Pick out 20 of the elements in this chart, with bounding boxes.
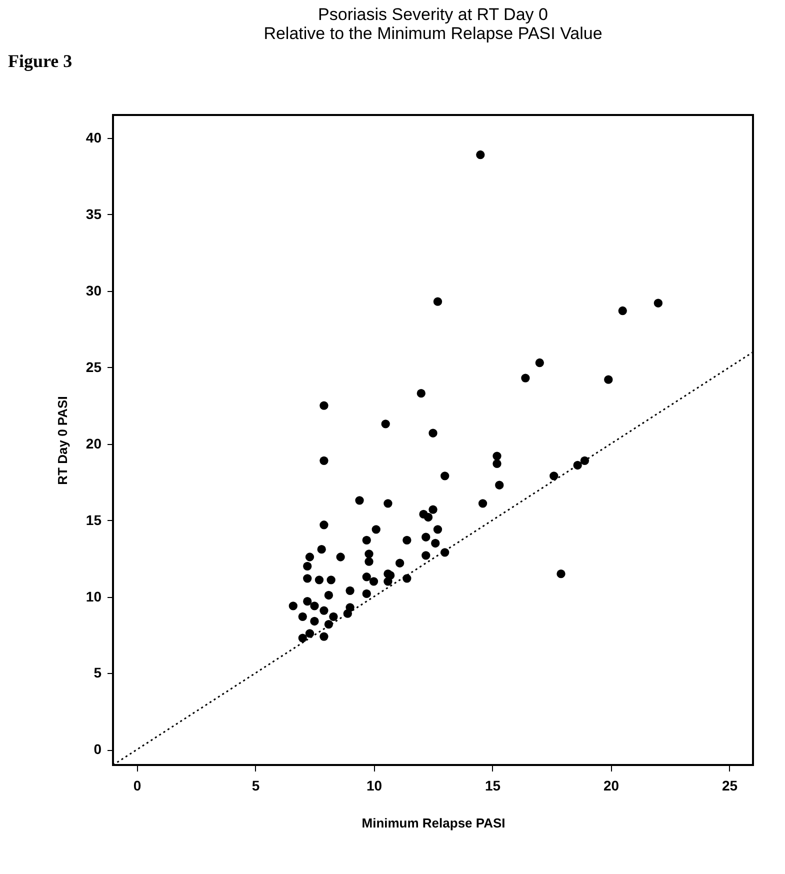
y-tick-label: 0 xyxy=(94,741,102,758)
caption: Figure 3 xyxy=(8,51,72,71)
text: Relative to the Minimum Relapse PASI Value xyxy=(264,24,602,43)
y-tick-label: 35 xyxy=(86,206,102,222)
x-tick-label: 0 xyxy=(133,778,142,794)
y-tick-label: 25 xyxy=(86,358,102,375)
y-tick-label: 30 xyxy=(86,282,102,298)
y-tick-label: 10 xyxy=(86,588,102,604)
x-tick-label: 20 xyxy=(603,778,620,794)
y-axis-title: RT Day 0 PASI xyxy=(54,396,70,485)
y-tick-label: 20 xyxy=(86,435,102,452)
y-tick-label: 5 xyxy=(94,664,102,681)
y-tick-label: 15 xyxy=(86,512,102,528)
x-axis-title: Minimum Relapse PASI xyxy=(362,816,506,830)
text: Psoriasis Severity at RT Day 0 xyxy=(318,5,548,24)
x-tick-label: 5 xyxy=(252,778,260,794)
x-tick-label: 15 xyxy=(484,778,501,794)
x-tick-label: 10 xyxy=(366,778,382,794)
y-tick-label: 40 xyxy=(86,129,102,146)
x-tick-label: 25 xyxy=(722,778,738,794)
